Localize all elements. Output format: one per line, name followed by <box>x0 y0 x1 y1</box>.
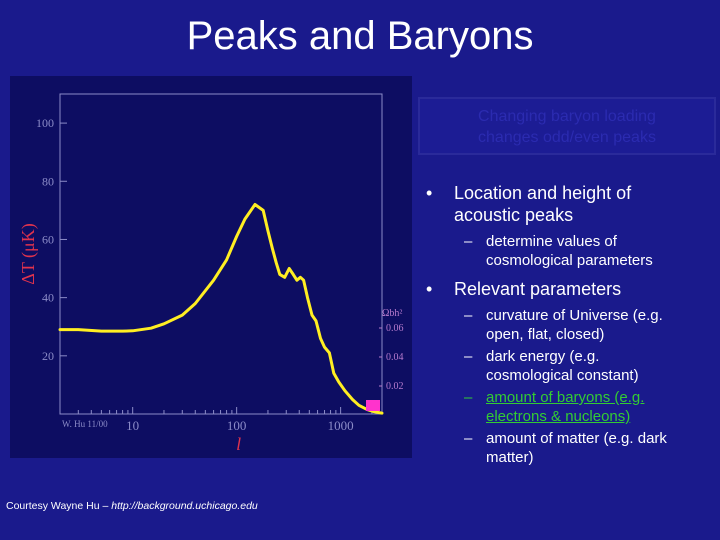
series-line <box>58 203 384 415</box>
sub-bullet-text: open, flat, closed) <box>486 326 605 343</box>
callout-line: Changing baryon loading <box>478 108 656 125</box>
x-tick-label: 1000 <box>328 418 354 433</box>
right-axis-label: Ωbh² <box>382 308 402 319</box>
y-tick-label: 100 <box>36 116 54 130</box>
x-tick-label: 100 <box>227 418 247 433</box>
y-tick-label: 20 <box>42 349 54 363</box>
sub-bullet-item-highlighted[interactable]: – amount of baryons (e.g. electrons & nu… <box>422 388 718 426</box>
sub-bullet-text: cosmological constant) <box>486 367 639 384</box>
sub-bullet-dash: – <box>464 389 473 406</box>
sub-bullet-dash: – <box>464 233 473 250</box>
sub-bullet-text: matter) <box>486 449 534 466</box>
callout-line: changes odd/even peaks <box>478 129 656 146</box>
power-spectrum-figure: 20 40 60 80 100 10 100 1000 l ΔT (μK) W. Hu 11/00 0… <box>10 76 412 458</box>
credit-prefix: Courtesy Wayne Hu – <box>6 500 112 512</box>
bullet-text: acoustic peaks <box>454 205 574 225</box>
credit-line: Courtesy Wayne Hu – http://background.uc… <box>6 500 258 512</box>
credit-url: http://background.uchicago.edu <box>111 500 258 512</box>
sub-bullet-link-text[interactable]: amount of baryons (e.g. <box>486 389 645 406</box>
x-tick-label: 10 <box>126 418 139 433</box>
sub-bullet-item: – curvature of Universe (e.g. open, flat… <box>422 306 718 344</box>
bullet-dot: • <box>426 279 433 299</box>
x-axis-label: l <box>236 434 241 454</box>
sub-bullet-dash: – <box>464 348 473 365</box>
bullet-list: • Location and height of acoustic peaks … <box>422 182 718 470</box>
slider-marker <box>366 400 380 411</box>
sub-bullet-item: – dark energy (e.g. cosmological constan… <box>422 347 718 385</box>
sub-bullet-text: dark energy (e.g. <box>486 348 600 365</box>
corner-note: W. Hu 11/00 <box>62 419 108 429</box>
right-axis-tick-label: 0.02 <box>386 381 404 392</box>
bullet-text: Relevant parameters <box>454 279 622 299</box>
y-tick-label: 60 <box>42 232 54 246</box>
sub-bullet-item: – amount of matter (e.g. dark matter) <box>422 429 718 467</box>
right-axis-tick-label: 0.06 <box>386 323 404 334</box>
y-tick-label: 80 <box>42 174 54 188</box>
y-tick-label: 40 <box>42 291 54 305</box>
sub-bullet-text: curvature of Universe (e.g. <box>486 307 663 324</box>
y-axis-label: ΔT (μK) <box>18 223 39 284</box>
callout-box: Changing baryon loading changes odd/even… <box>418 97 716 155</box>
sub-bullet-link-text[interactable]: electrons & nucleons) <box>486 408 631 425</box>
page-title: Peaks and Baryons <box>186 14 534 58</box>
sub-bullet-text: cosmological parameters <box>486 252 653 269</box>
power-spectrum-chart: 20 40 60 80 100 10 100 1000 l ΔT (μK) W. Hu 11/00 0… <box>18 93 404 454</box>
right-axis-tick-label: 0.04 <box>386 352 404 363</box>
sub-bullet-dash: – <box>464 430 473 447</box>
sub-bullet-text: amount of matter (e.g. dark <box>486 430 667 447</box>
sub-bullet-text: determine values of <box>486 233 617 250</box>
sub-bullet-dash: – <box>464 307 473 324</box>
bullet-dot: • <box>426 183 433 203</box>
bullet-item: • Relevant parameters <box>422 278 718 300</box>
sub-bullet-item: – determine values of cosmological param… <box>422 232 718 270</box>
bullet-text: Location and height of <box>454 183 632 203</box>
bullet-item: • Location and height of acoustic peaks <box>422 182 718 226</box>
